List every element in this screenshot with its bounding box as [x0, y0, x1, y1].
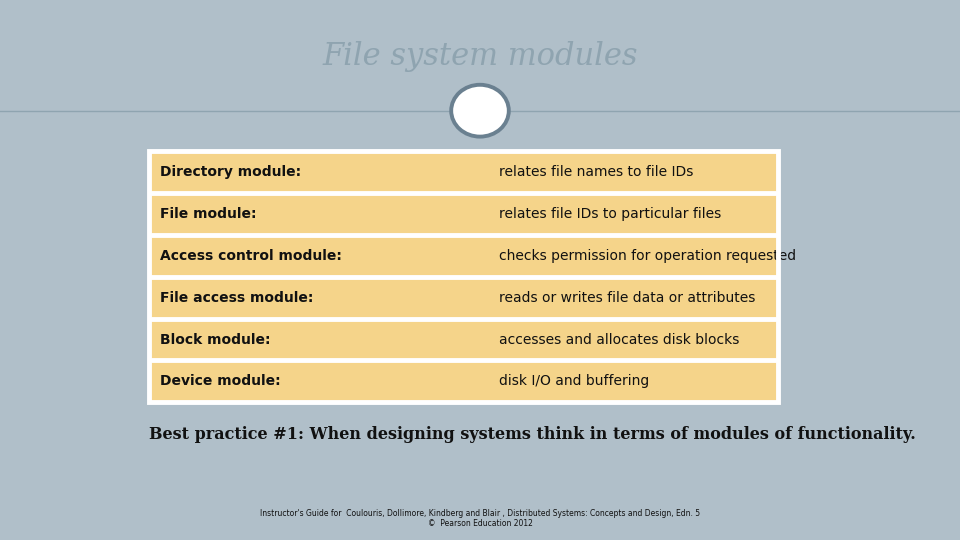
FancyBboxPatch shape	[149, 193, 778, 235]
Text: Device module:: Device module:	[160, 374, 281, 388]
Text: relates file IDs to particular files: relates file IDs to particular files	[499, 207, 722, 221]
FancyBboxPatch shape	[149, 235, 778, 277]
Text: Instructor's Guide for  Coulouris, Dollimore, Kindberg and Blair , Distributed S: Instructor's Guide for Coulouris, Dollim…	[260, 509, 700, 517]
Text: Access control module:: Access control module:	[160, 249, 342, 263]
Text: Block module:: Block module:	[160, 333, 271, 347]
Text: File module:: File module:	[160, 207, 257, 221]
Text: disk I/O and buffering: disk I/O and buffering	[499, 374, 650, 388]
Text: File access module:: File access module:	[160, 291, 314, 305]
FancyBboxPatch shape	[149, 151, 778, 193]
FancyBboxPatch shape	[149, 276, 778, 319]
Text: File system modules: File system modules	[323, 41, 637, 72]
Text: Best practice #1: When designing systems think in terms of modules of functional: Best practice #1: When designing systems…	[149, 426, 916, 443]
Text: Directory module:: Directory module:	[160, 165, 301, 179]
Text: accesses and allocates disk blocks: accesses and allocates disk blocks	[499, 333, 739, 347]
FancyBboxPatch shape	[149, 319, 778, 361]
Text: relates file names to file IDs: relates file names to file IDs	[499, 165, 693, 179]
Text: checks permission for operation requested: checks permission for operation requeste…	[499, 249, 797, 263]
FancyBboxPatch shape	[149, 361, 778, 402]
Text: ©  Pearson Education 2012: © Pearson Education 2012	[427, 519, 533, 528]
Text: reads or writes file data or attributes: reads or writes file data or attributes	[499, 291, 756, 305]
